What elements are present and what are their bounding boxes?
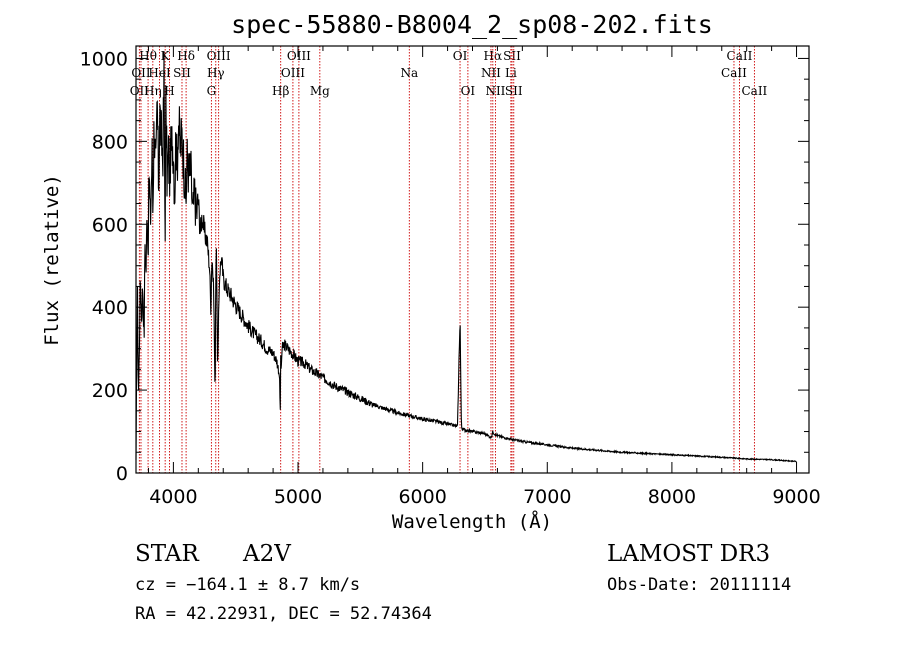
spectral-line-label: Hθ xyxy=(139,49,157,63)
plot-frame xyxy=(135,45,810,474)
x-tick-label: 5000 xyxy=(274,486,322,508)
spectral-line-label: NII xyxy=(485,84,505,98)
spectral-line-label: Na xyxy=(400,66,418,80)
spectral-line-label: OII xyxy=(130,84,150,98)
y-axis-label: Flux (relative) xyxy=(41,174,63,346)
spectral-line-label: SII xyxy=(505,84,523,98)
x-tick-label: 7000 xyxy=(523,486,571,508)
spectral-line-label: Mg xyxy=(310,84,330,98)
axis-ticks: 4000 5000 6000 7000 8000 9000 0 200 400 600 800 100… xyxy=(80,46,821,508)
x-tick-label: 8000 xyxy=(648,486,696,508)
spectral-line-label: Hγ xyxy=(207,66,225,80)
y-tick-label: 0 xyxy=(116,463,128,485)
spectral-line-label: Hα xyxy=(484,49,503,63)
spectral-line-label: Hβ xyxy=(272,84,289,98)
spectral-line-label: SII xyxy=(503,49,521,63)
chart-title: spec-55880-B8004_2_sp08-202.fits xyxy=(231,10,713,39)
x-tick-label: 6000 xyxy=(398,486,446,508)
spectral-line-label: H xyxy=(164,84,174,98)
spectral-line-label: OI xyxy=(461,84,476,98)
x-axis-label: Wavelength (Å) xyxy=(392,510,552,533)
spectral-line-label: Hδ xyxy=(177,49,195,63)
obs-date: Obs-Date: 20111114 xyxy=(607,575,791,595)
y-tick-label: 1000 xyxy=(80,48,128,70)
spectral-line-label: NII xyxy=(481,66,501,80)
spectral-line-label: OIII xyxy=(281,66,305,80)
y-tick-label: 400 xyxy=(92,297,128,319)
spectral-line-label: OIII xyxy=(287,49,311,63)
y-tick-label: 600 xyxy=(92,214,128,236)
spectral-line-label: K xyxy=(161,49,171,63)
spectral-subclass: A2V xyxy=(242,541,291,567)
spectral-line-label: OI xyxy=(453,49,468,63)
spectral-line-label: CaII xyxy=(721,66,747,80)
object-class: STAR xyxy=(135,541,199,567)
spectral-line-label: CaII xyxy=(741,84,767,98)
spectral-line-label: Hη xyxy=(144,84,162,98)
spectral-line-label: G xyxy=(207,84,217,98)
x-tick-label: 9000 xyxy=(772,486,820,508)
spectral-line-label: SII xyxy=(173,66,191,80)
coordinates: RA = 42.22931, DEC = 52.74364 xyxy=(135,604,432,624)
spectral-line-label: OIII xyxy=(207,49,231,63)
survey-label: LAMOST DR3 xyxy=(607,541,770,567)
spectral-line-label: CaII xyxy=(727,49,753,63)
redshift-cz: cz = −164.1 ± 8.7 km/s xyxy=(135,575,360,595)
y-tick-label: 200 xyxy=(92,380,128,402)
spectral-line-label: HeI xyxy=(148,66,171,80)
spectral-line-label: Li xyxy=(505,66,517,80)
spectrum-series xyxy=(135,51,797,463)
x-tick-label: 4000 xyxy=(149,486,197,508)
y-tick-label: 800 xyxy=(92,131,128,153)
